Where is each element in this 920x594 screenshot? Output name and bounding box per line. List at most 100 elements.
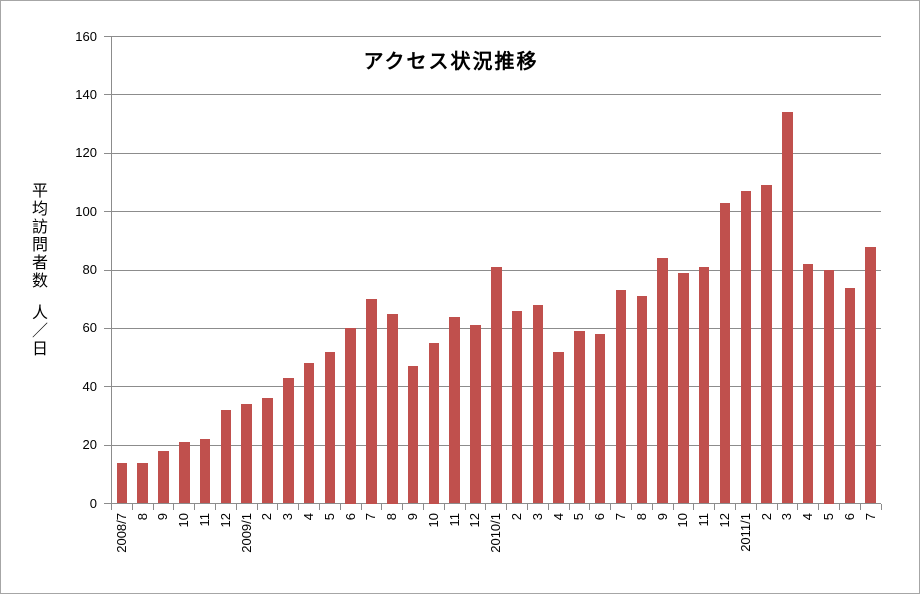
y-axis-tick-label: 20	[82, 437, 97, 453]
x-axis-tick	[672, 503, 674, 510]
bar-11	[449, 316, 460, 504]
x-axis-tick-label: 7	[363, 513, 379, 521]
x-axis-tick	[797, 503, 799, 510]
x-axis-tick-label: 8	[384, 513, 400, 521]
x-axis-tick-label: 10	[176, 513, 192, 528]
x-axis-tick	[506, 503, 508, 510]
x-axis-tick	[194, 503, 196, 510]
x-axis-tick-label: 11	[446, 513, 462, 527]
x-axis-tick-label: 2008/7	[113, 513, 129, 553]
y-axis-tick-label: 120	[75, 145, 97, 161]
y-axis-tick	[103, 152, 113, 154]
y-axis-tick-label: 160	[75, 28, 97, 44]
chart-title: アクセス状況推移	[363, 51, 539, 73]
x-axis-tick	[651, 503, 653, 510]
x-axis-tick-label: 2009/1	[238, 513, 254, 553]
x-axis-tick-label: 6	[592, 513, 608, 521]
bar-2	[761, 185, 772, 504]
x-axis-tick-label: 3	[779, 513, 795, 521]
bar-8	[387, 313, 398, 504]
bar-2011/1	[740, 191, 752, 504]
bar-3	[283, 377, 294, 504]
x-axis-tick	[485, 503, 487, 510]
x-axis-tick	[589, 503, 591, 510]
x-axis-tick	[214, 503, 216, 510]
x-axis-tick	[277, 503, 279, 510]
bar-5	[574, 331, 585, 504]
bar-7	[366, 299, 377, 504]
x-axis-tick	[755, 503, 757, 510]
bar-9	[158, 450, 169, 504]
bar-10	[179, 442, 190, 504]
x-axis-tick	[339, 503, 341, 510]
bar-2008/7	[116, 462, 128, 504]
x-axis-tick	[547, 503, 549, 510]
gridline	[111, 94, 881, 96]
y-axis-tick-label: 80	[82, 262, 97, 277]
bar-10	[678, 272, 689, 504]
bar-2010/1	[491, 267, 502, 504]
x-axis-tick	[630, 503, 632, 510]
x-axis-tick	[402, 503, 404, 510]
x-axis-tick	[859, 503, 861, 510]
x-axis-tick-label: 7	[613, 513, 629, 521]
x-axis-tick-label: 4	[550, 513, 566, 521]
x-axis-tick-label: 9	[405, 513, 421, 521]
bar-12	[220, 410, 232, 504]
y-axis-tick-label: 0	[89, 495, 97, 511]
gridline	[111, 36, 881, 37]
x-axis-tick	[131, 503, 133, 510]
bar-2	[511, 310, 523, 504]
y-axis-tick-label: 40	[82, 378, 97, 394]
x-axis-tick-label: 6	[342, 513, 358, 521]
bar-12	[719, 202, 731, 504]
x-axis-tick	[610, 503, 612, 510]
bar-6	[594, 334, 606, 504]
bar-8	[137, 462, 148, 504]
y-axis-tick	[103, 327, 113, 329]
x-axis-line	[111, 503, 881, 504]
x-axis-tick-label: 12	[467, 513, 483, 528]
y-axis-tick	[103, 36, 113, 37]
y-axis-tick-label: 60	[82, 320, 97, 336]
x-axis-tick-label: 5	[321, 513, 337, 521]
x-axis-tick-label: 2	[509, 513, 525, 521]
x-axis-tick-label: 9	[654, 513, 670, 521]
x-axis-tick-label: 9	[155, 513, 171, 521]
y-axis-tick	[103, 444, 113, 446]
x-axis-tick-label: 4	[800, 513, 816, 521]
y-axis-tick-label: 100	[75, 203, 97, 219]
x-axis-tick	[693, 503, 695, 510]
x-axis-tick-label: 11	[197, 513, 213, 527]
bar-6	[345, 328, 356, 504]
x-axis-tick-label: 5	[571, 513, 587, 521]
y-axis-tick	[103, 94, 113, 96]
y-axis-tick	[103, 211, 113, 213]
bar-9	[407, 366, 419, 504]
x-axis-tick	[464, 503, 466, 510]
y-axis-line	[111, 36, 112, 504]
bar-8	[636, 296, 648, 504]
x-axis-tick-label: 2	[758, 513, 774, 521]
x-axis-tick	[568, 503, 570, 510]
y-axis-tick	[103, 503, 113, 504]
x-axis-tick-label: 8	[633, 513, 649, 521]
bar-10	[428, 342, 440, 504]
bar-11	[199, 439, 211, 504]
bar-12	[470, 325, 481, 504]
x-axis-tick	[298, 503, 300, 510]
gridline	[111, 211, 881, 213]
x-axis-tick	[173, 503, 175, 510]
x-axis-tick	[256, 503, 258, 510]
x-axis-tick-label: 5	[821, 513, 836, 521]
y-axis-tick	[103, 386, 113, 388]
x-axis-tick-label: 7	[862, 513, 878, 521]
bar-5	[823, 270, 835, 504]
gridline	[111, 152, 881, 154]
x-axis-tick-label: 2	[259, 513, 275, 521]
x-axis-tick	[776, 503, 778, 510]
bar-9	[657, 258, 668, 504]
bar-3	[782, 112, 793, 504]
bar-4	[303, 363, 315, 504]
bar-7	[615, 290, 627, 504]
